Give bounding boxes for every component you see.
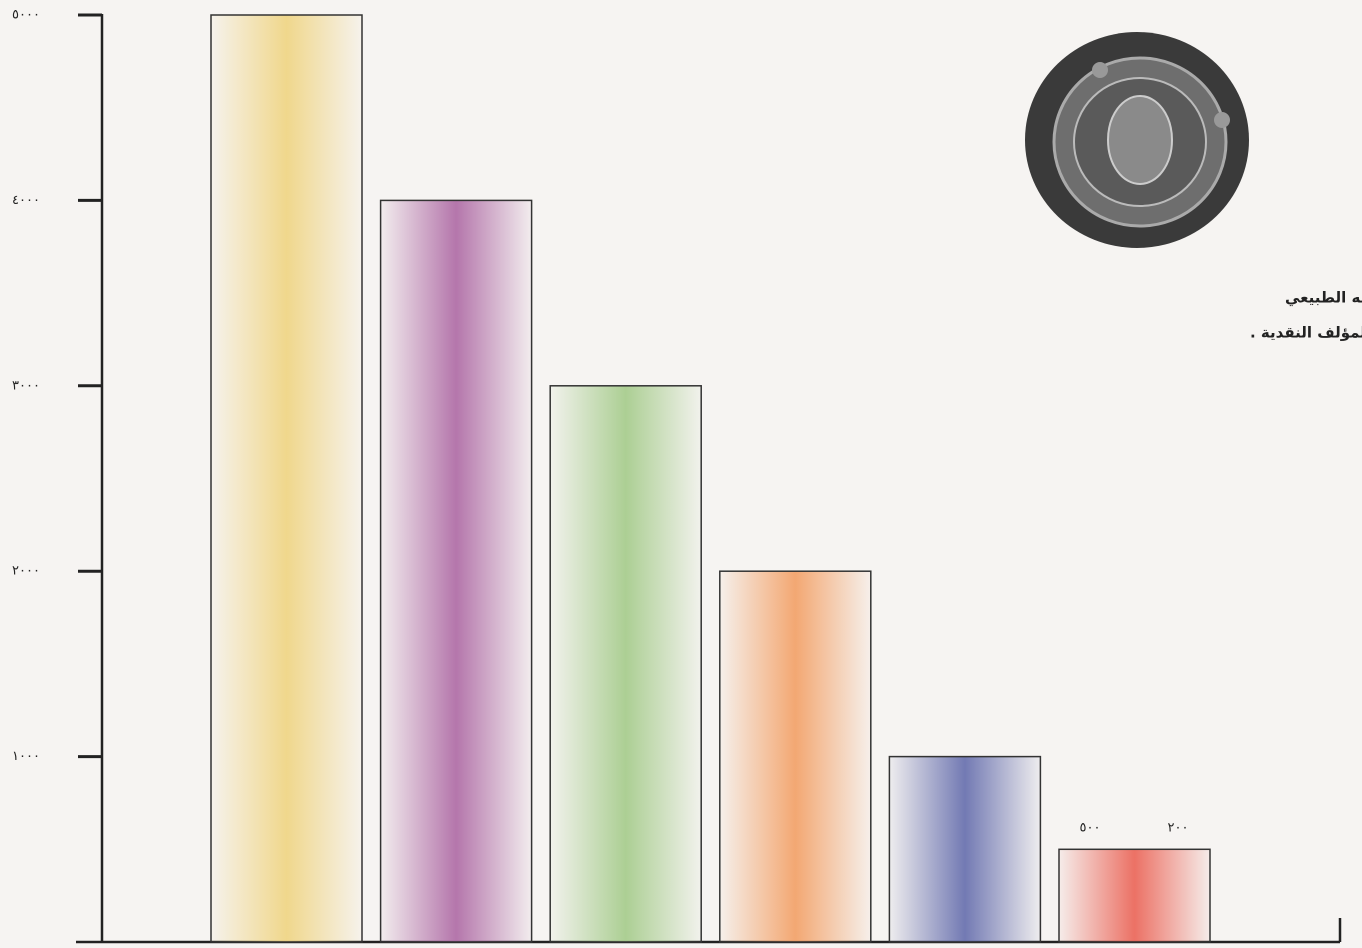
bar [549,385,702,943]
bar [888,755,1042,943]
bar [1058,848,1211,943]
coin-image [1025,32,1249,248]
bar [719,570,872,943]
y-tick-label: ١٠٠٠ [12,749,40,764]
bar [210,14,363,943]
y-tick-label: ٢٠٠٠ [12,564,40,579]
annotation: ٥٠٠ [1080,821,1101,836]
bar [379,199,533,943]
caption: درهم ساساني بحجمه الطبيعي [1285,289,1362,307]
y-tick-label: ٥٠٠٠ [12,8,40,23]
y-tick-label: ٤٠٠٠ [12,193,40,208]
y-tick-label: ٣٠٠٠ [12,378,40,393]
annotation: ٢٠٠ [1168,821,1189,836]
caption: مجموعة المؤلف النقدية . [1250,324,1362,342]
